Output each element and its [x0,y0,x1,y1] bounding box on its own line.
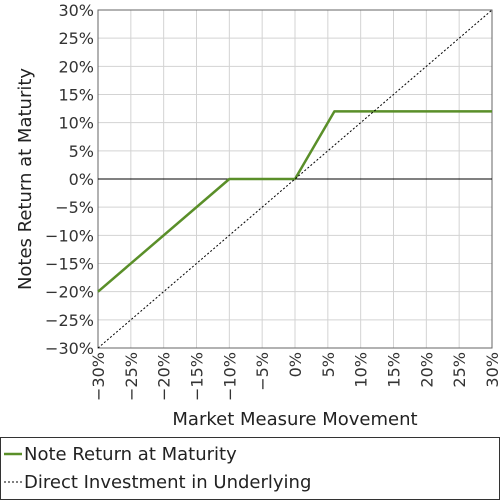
legend-label-2: Direct Investment in Underlying [24,472,311,493]
series-line-2 [97,9,493,349]
x-tick-label: 10% [352,352,371,388]
x-tick-label: 5% [319,352,338,377]
legend: Note Return at Maturity Direct Investment… [0,437,500,500]
x-axis-title: Market Measure Movement [172,409,417,430]
x-tick-label: 15% [385,352,404,388]
x-tick-label: 25% [450,352,469,388]
y-tick-label: −15% [45,255,94,274]
grid [97,9,493,349]
y-tick-label: 10% [58,114,94,133]
x-tick-labels: −30% −25% −20% −15% −10% −5% 0% 5% 10% 15% 20% 25% 3… [89,352,500,401]
y-tick-label: −20% [45,283,94,302]
y-tick-labels: −30% −25% −20% −15% −10% −5% 0% 5% 10% 15% 20% 25% 3… [45,1,94,358]
x-tick-label: −15% [188,352,207,401]
x-tick-label: −25% [122,352,141,401]
series-line-1 [97,110,492,293]
series-layer [97,9,493,349]
y-tick-label: 25% [58,29,94,48]
x-tick-label: 30% [483,352,500,388]
y-tick-label: 5% [69,142,94,161]
y-tick-label: −5% [55,198,94,217]
legend-box [0,437,500,500]
x-tick-label: −5% [253,352,272,391]
y-tick-label: 15% [58,86,94,105]
y-tick-label: 30% [58,1,94,20]
x-tick-label: 20% [417,352,436,388]
y-tick-label: 0% [69,170,94,189]
y-tick-label: −30% [45,339,94,358]
y-tick-label: −25% [45,311,94,330]
y-tick-label: −10% [45,226,94,245]
y-tick-label: 20% [58,57,94,76]
x-tick-label: −30% [89,352,108,401]
legend-label-1: Note Return at Maturity [24,444,237,465]
x-tick-label: 0% [286,352,305,377]
x-tick-label: −10% [220,352,239,401]
x-tick-label: −20% [155,352,174,401]
y-axis-title: Notes Return at Maturity [15,68,36,290]
